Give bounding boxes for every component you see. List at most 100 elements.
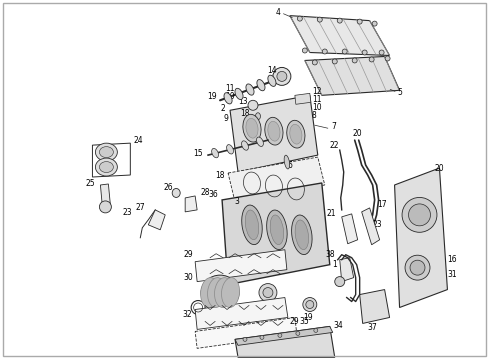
Ellipse shape — [284, 155, 290, 169]
Ellipse shape — [385, 56, 390, 61]
Ellipse shape — [226, 145, 233, 154]
Text: 13: 13 — [238, 97, 248, 106]
Ellipse shape — [235, 88, 243, 100]
Text: 17: 17 — [378, 201, 387, 210]
Text: 2: 2 — [220, 104, 225, 113]
Ellipse shape — [260, 336, 264, 339]
Text: 16: 16 — [447, 255, 457, 264]
Text: 21: 21 — [326, 210, 336, 219]
Ellipse shape — [342, 49, 347, 54]
Ellipse shape — [246, 118, 258, 138]
Ellipse shape — [212, 148, 219, 158]
Text: 25: 25 — [86, 180, 96, 189]
Text: 11: 11 — [312, 95, 321, 104]
Polygon shape — [230, 95, 318, 172]
Ellipse shape — [372, 21, 377, 26]
Ellipse shape — [268, 75, 276, 86]
Text: 24: 24 — [133, 136, 143, 145]
Text: 18: 18 — [241, 109, 250, 118]
Text: 10: 10 — [312, 103, 321, 112]
Ellipse shape — [409, 204, 431, 226]
Text: 23: 23 — [372, 220, 382, 229]
Text: 31: 31 — [447, 270, 457, 279]
Ellipse shape — [99, 162, 113, 172]
Polygon shape — [340, 258, 354, 282]
Ellipse shape — [243, 337, 247, 341]
Text: 20: 20 — [353, 129, 363, 138]
Text: 19: 19 — [207, 92, 217, 101]
Ellipse shape — [306, 301, 314, 309]
Ellipse shape — [296, 332, 300, 336]
Text: 36: 36 — [208, 190, 218, 199]
Ellipse shape — [292, 215, 312, 255]
Text: 29: 29 — [290, 317, 299, 326]
Text: 1: 1 — [332, 260, 337, 269]
Ellipse shape — [172, 189, 180, 197]
Ellipse shape — [245, 210, 259, 240]
Polygon shape — [360, 289, 390, 323]
Polygon shape — [222, 183, 330, 285]
Ellipse shape — [314, 328, 318, 332]
Ellipse shape — [255, 113, 261, 120]
Ellipse shape — [257, 80, 265, 91]
Text: 26: 26 — [164, 184, 173, 193]
Ellipse shape — [287, 120, 305, 148]
Ellipse shape — [362, 50, 367, 55]
Ellipse shape — [312, 60, 318, 65]
Ellipse shape — [369, 57, 374, 62]
Text: 32: 32 — [183, 310, 192, 319]
Ellipse shape — [99, 147, 113, 158]
Ellipse shape — [200, 278, 219, 307]
Ellipse shape — [270, 215, 284, 245]
Ellipse shape — [268, 121, 280, 141]
Text: 8: 8 — [312, 111, 317, 120]
Text: 37: 37 — [368, 323, 377, 332]
Ellipse shape — [267, 210, 287, 249]
Polygon shape — [362, 208, 380, 245]
Polygon shape — [195, 298, 288, 329]
Ellipse shape — [322, 49, 327, 54]
Ellipse shape — [410, 260, 425, 275]
Text: 23: 23 — [122, 208, 132, 217]
Polygon shape — [394, 168, 447, 307]
Text: 34: 34 — [334, 321, 343, 330]
Ellipse shape — [248, 100, 258, 110]
Ellipse shape — [242, 141, 248, 150]
Ellipse shape — [303, 298, 317, 311]
Polygon shape — [185, 196, 197, 212]
Ellipse shape — [99, 201, 111, 213]
Polygon shape — [228, 157, 325, 202]
Ellipse shape — [277, 71, 287, 81]
Ellipse shape — [402, 197, 437, 232]
Text: 30: 30 — [183, 273, 193, 282]
Text: 5: 5 — [397, 88, 402, 97]
Polygon shape — [195, 318, 297, 348]
Polygon shape — [295, 93, 311, 104]
Ellipse shape — [221, 278, 240, 307]
Ellipse shape — [96, 143, 118, 161]
Ellipse shape — [290, 124, 302, 144]
Text: 12: 12 — [312, 87, 321, 96]
Text: 14: 14 — [267, 66, 277, 75]
Text: 38: 38 — [325, 250, 335, 259]
Ellipse shape — [379, 50, 384, 55]
Text: 27: 27 — [136, 203, 145, 212]
Ellipse shape — [224, 93, 232, 104]
Text: 28: 28 — [200, 188, 210, 197]
Ellipse shape — [273, 67, 291, 85]
Text: 29: 29 — [184, 250, 193, 259]
Ellipse shape — [297, 16, 302, 21]
Ellipse shape — [335, 276, 345, 287]
Ellipse shape — [259, 284, 277, 302]
Polygon shape — [100, 184, 110, 207]
Text: 33: 33 — [275, 303, 285, 312]
Ellipse shape — [263, 288, 273, 298]
Text: 4: 4 — [276, 8, 281, 17]
Ellipse shape — [278, 333, 282, 337]
Polygon shape — [342, 214, 358, 244]
Ellipse shape — [318, 17, 322, 22]
Text: 6: 6 — [288, 161, 293, 170]
Ellipse shape — [265, 117, 283, 145]
Ellipse shape — [246, 84, 254, 95]
Polygon shape — [235, 327, 333, 345]
